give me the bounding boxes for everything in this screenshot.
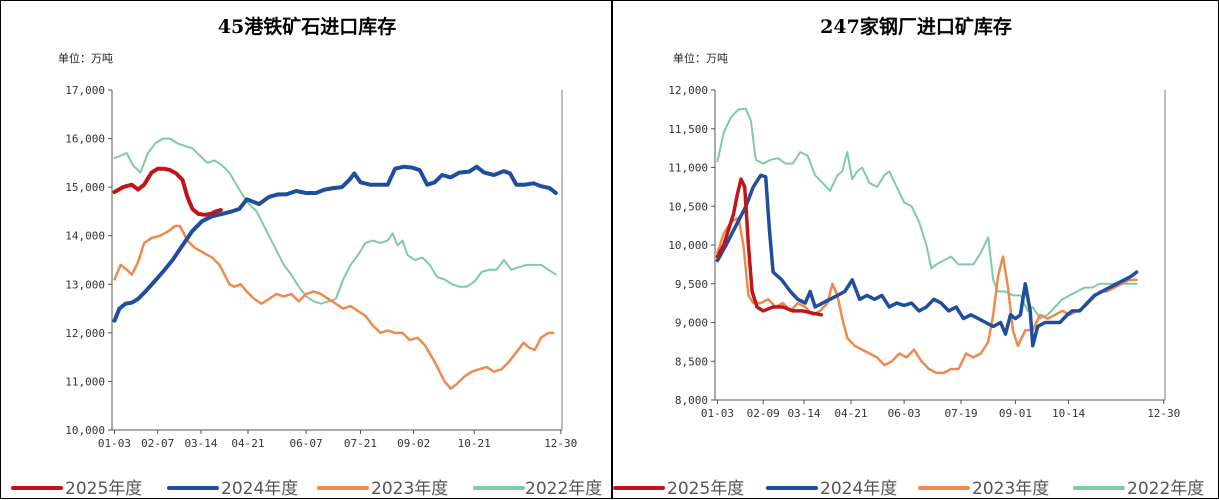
y-tick-label: 8,500 bbox=[675, 355, 708, 368]
y-tick-label: 8,000 bbox=[675, 394, 708, 407]
series-line-2025年度 bbox=[715, 177, 824, 317]
x-tick-label: 04-21 bbox=[834, 407, 867, 420]
y-tick-label: 13,000 bbox=[65, 278, 105, 291]
y-tick-label: 14,000 bbox=[65, 230, 105, 243]
x-tick-label: 12-30 bbox=[1147, 407, 1180, 420]
x-tick-label: 10-21 bbox=[458, 437, 491, 450]
y-tick-label: 10,000 bbox=[65, 424, 105, 437]
y-tick-label: 9,500 bbox=[675, 278, 708, 291]
legend-label: 2023年度 bbox=[371, 479, 448, 499]
y-tick-label: 17,000 bbox=[65, 84, 105, 97]
legend-label: 2022年度 bbox=[525, 479, 602, 499]
unit-label: 单位：万吨 bbox=[58, 51, 113, 65]
series-line-2022年度 bbox=[113, 137, 557, 305]
x-tick-label: 09-01 bbox=[999, 407, 1032, 420]
chart-title: 45港铁矿石进口库存 bbox=[218, 15, 396, 38]
legend-label: 2022年度 bbox=[1127, 479, 1204, 499]
y-tick-label: 11,000 bbox=[668, 162, 708, 175]
y-tick-label: 10,500 bbox=[668, 200, 708, 213]
chart-svg-right: 247家钢厂进口矿库存 单位：万吨 8,000 8,500 9,000 9,500 10… bbox=[613, 15, 1204, 499]
y-tick-label: 12,000 bbox=[65, 327, 105, 340]
x-tick-label: 07-21 bbox=[344, 437, 377, 450]
chart-panel-right: 247家钢厂进口矿库存 单位：万吨 8,000 8,500 9,000 9,500 10… bbox=[612, 0, 1219, 499]
x-tick-label: 01-03 bbox=[701, 407, 734, 420]
legend-label: 2025年度 bbox=[667, 479, 744, 499]
x-tick-label: 03-14 bbox=[787, 407, 820, 420]
x-tick-label: 12-30 bbox=[544, 437, 577, 450]
y-tick-label: 9,000 bbox=[675, 317, 708, 330]
chart-svg-left: 45港铁矿石进口库存 单位：万吨 10,000 11,000 12,000 13,00… bbox=[11, 15, 602, 499]
x-tick-label: 06-03 bbox=[888, 407, 921, 420]
series-line-2025年度 bbox=[112, 166, 223, 217]
x-tick-label: 01-03 bbox=[98, 437, 131, 450]
x-tick-label: 09-02 bbox=[397, 437, 430, 450]
y-tick-label: 12,000 bbox=[668, 84, 708, 97]
x-tick-label: 03-14 bbox=[184, 437, 217, 450]
x-tick-label: 06-07 bbox=[290, 437, 323, 450]
y-tick-label: 10,000 bbox=[668, 239, 708, 252]
legend-label: 2024年度 bbox=[221, 479, 298, 499]
x-tick-label: 07-19 bbox=[944, 407, 977, 420]
unit-label: 单位：万吨 bbox=[673, 51, 728, 65]
y-tick-label: 11,500 bbox=[668, 123, 708, 136]
series-line-2024年度 bbox=[112, 164, 558, 323]
chart-panel-left: 45港铁矿石进口库存 单位：万吨 10,000 11,000 12,000 13,00… bbox=[0, 0, 612, 499]
x-tick-label: 02-07 bbox=[141, 437, 174, 450]
y-tick-label: 15,000 bbox=[65, 181, 105, 194]
series-line-2022年度 bbox=[716, 107, 1138, 320]
series-line-2024年度 bbox=[715, 173, 1139, 348]
legend-label: 2024年度 bbox=[820, 479, 897, 499]
legend-label: 2023年度 bbox=[972, 479, 1049, 499]
series-line-2023年度 bbox=[113, 224, 555, 390]
x-tick-label: 04-21 bbox=[231, 437, 264, 450]
chart-title: 247家钢厂进口矿库存 bbox=[820, 15, 1012, 38]
x-tick-label: 02-09 bbox=[747, 407, 780, 420]
series-line-2023年度 bbox=[716, 216, 1138, 375]
x-tick-label: 10-14 bbox=[1052, 407, 1085, 420]
y-tick-label: 16,000 bbox=[65, 133, 105, 146]
y-tick-label: 11,000 bbox=[65, 375, 105, 388]
legend-label: 2025年度 bbox=[65, 479, 142, 499]
